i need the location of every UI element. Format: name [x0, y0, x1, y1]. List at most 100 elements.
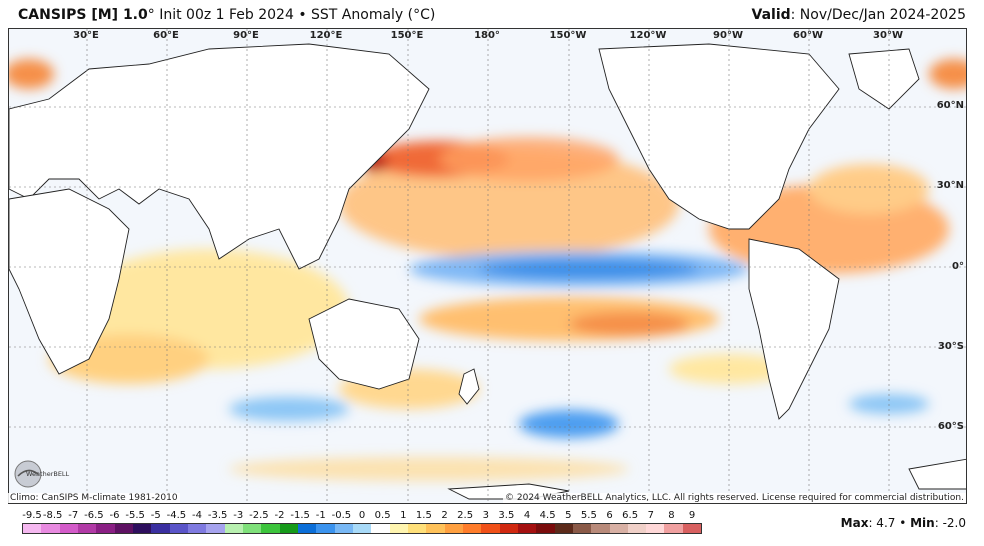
colorbar-tick-label: 0.5	[374, 510, 391, 521]
colorbar-segment	[151, 524, 170, 533]
svg-text:WeatherBELL: WeatherBELL	[26, 470, 70, 478]
valid-period: Valid: Nov/Dec/Jan 2024-2025	[752, 7, 967, 23]
colorbar-tick-label: 5	[565, 510, 572, 521]
colorbar-segment	[224, 524, 243, 533]
colorbar-segment	[77, 524, 97, 533]
colorbar-segment	[517, 524, 537, 533]
colorbar-segment	[426, 524, 445, 533]
min-value: : -2.0	[934, 516, 966, 530]
colorbar-tick-label: 3	[482, 510, 489, 521]
lon-label-90e: 90°E	[233, 30, 259, 41]
valid-value: : Nov/Dec/Jan 2024-2025	[790, 7, 966, 23]
colorbar-segment	[371, 524, 390, 533]
lon-label-30w: 30°W	[873, 30, 903, 41]
colorbar-segment	[682, 524, 702, 533]
colorbar-segment	[591, 524, 610, 533]
colorbar-segment	[96, 524, 115, 533]
colorbar-tick-label: -3.5	[207, 510, 228, 521]
land-masses	[9, 43, 966, 500]
colorbar-tick-label: -7	[68, 510, 79, 521]
colorbar-tick-label: 5.5	[580, 510, 597, 521]
colorbar-tick-label: -1.5	[290, 510, 310, 521]
colorbar-segment	[407, 524, 427, 533]
lat-label-60n: 60°N	[936, 100, 964, 111]
colorbar-tick-label: -9.5	[22, 510, 42, 521]
colorbar-tick-label: 6	[606, 510, 613, 521]
colorbar-segment	[499, 524, 518, 533]
colorbar-tick-label: -1	[315, 510, 326, 521]
lon-label-150e: 150°E	[390, 30, 424, 41]
colorbar-segment	[462, 524, 482, 533]
min-label: Min	[910, 516, 935, 530]
colorbar-segment	[316, 524, 335, 533]
colorbar-segment	[59, 524, 78, 533]
lon-label-90w: 90°W	[713, 30, 743, 41]
max-min-readout: Max: 4.7 • Min: -2.0	[841, 516, 966, 530]
colorbar-tick-label: -0.5	[331, 510, 352, 521]
colorbar-segment	[664, 524, 683, 533]
colorbar-segment	[481, 524, 500, 533]
colorbar-tick-label: 2	[441, 510, 448, 521]
lon-label-30e: 30°E	[73, 30, 99, 41]
colorbar-tick-label: -5.5	[125, 510, 145, 521]
lat-label-60s: 60°S	[937, 421, 964, 432]
valid-label: Valid	[751, 7, 791, 23]
colorbar-tick-label: -6.5	[84, 510, 104, 521]
colorbar-tick-label: -2	[274, 510, 285, 521]
lon-label-60e: 60°E	[153, 30, 179, 41]
colorbar-segment	[261, 524, 280, 533]
colorbar-tick-label: 6.5	[622, 510, 639, 521]
lat-label-30n: 30°N	[936, 180, 964, 191]
colorbar-tick-label: -3	[233, 510, 244, 521]
colorbar-tick-label: 3.5	[498, 510, 515, 521]
colorbar-tick-label: 2.5	[457, 510, 474, 521]
chart-title: CANSIPS [M] 1.0° Init 00z 1 Feb 2024 • S…	[18, 7, 435, 23]
colorbar-labels: -9.5 -8.5 -7 -6.5 -6 -5.5 -5 -4.5 -4 -3.5 -3 -2.5 -2…	[22, 510, 702, 522]
colorbar-segment	[389, 524, 408, 533]
lon-label-120w: 120°W	[629, 30, 667, 41]
colorbar-tick-label: 7	[647, 510, 654, 521]
init-text: Init 00z 1 Feb 2024 • SST Anomaly (°C)	[154, 7, 436, 23]
colorbar-segment	[187, 524, 207, 533]
colorbar-tick-label: -2.5	[249, 510, 269, 521]
colorbar-tick-label: 9	[688, 510, 696, 521]
lon-label-180: 180°	[474, 30, 500, 41]
colorbar	[22, 523, 702, 534]
colorbar-tick-label: 4	[523, 510, 531, 521]
lat-label-equator: 0°	[952, 261, 964, 272]
lon-label-150w: 150°W	[549, 30, 587, 41]
colorbar-segment	[334, 524, 353, 533]
degree-sign: °	[147, 7, 155, 23]
colorbar-tick-label: 8	[668, 510, 675, 521]
colorbar-tick-label: 1	[400, 510, 407, 521]
max-value: : 4.7 •	[868, 516, 911, 530]
sst-anomaly-map	[8, 28, 967, 504]
climo-note: Climo: CanSIPS M-climate 1981-2010	[8, 493, 180, 503]
colorbar-segment	[444, 524, 463, 533]
colorbar-segment	[132, 524, 152, 533]
colorbar-tick-label: -6	[109, 510, 120, 521]
colorbar-segment	[646, 524, 665, 533]
colorbar-tick-label: -4.5	[166, 510, 187, 521]
colorbar-segment	[536, 524, 555, 533]
colorbar-segment	[114, 524, 133, 533]
colorbar-segment	[609, 524, 628, 533]
colorbar-tick-label: -8.5	[42, 510, 63, 521]
colorbar-tick-label: -5	[150, 510, 161, 521]
colorbar-segment	[297, 524, 317, 533]
colorbar-segment	[41, 524, 60, 533]
map-canvas	[9, 29, 966, 503]
colorbar-segment	[627, 524, 647, 533]
colorbar-tick-label: -4	[192, 510, 202, 521]
model-name: CANSIPS [M] 1.0	[18, 7, 148, 23]
colorbar-tick-label: 0	[358, 510, 366, 521]
lon-label-60w: 60°W	[793, 30, 823, 41]
colorbar-segment	[554, 524, 573, 533]
colorbar-segment	[279, 524, 298, 533]
colorbar-segment	[206, 524, 225, 533]
colorbar-segment	[242, 524, 262, 533]
colorbar-tick-label: 1.5	[415, 510, 432, 521]
max-label: Max	[840, 516, 869, 530]
graticule	[9, 29, 966, 503]
colorbar-segment	[352, 524, 372, 533]
